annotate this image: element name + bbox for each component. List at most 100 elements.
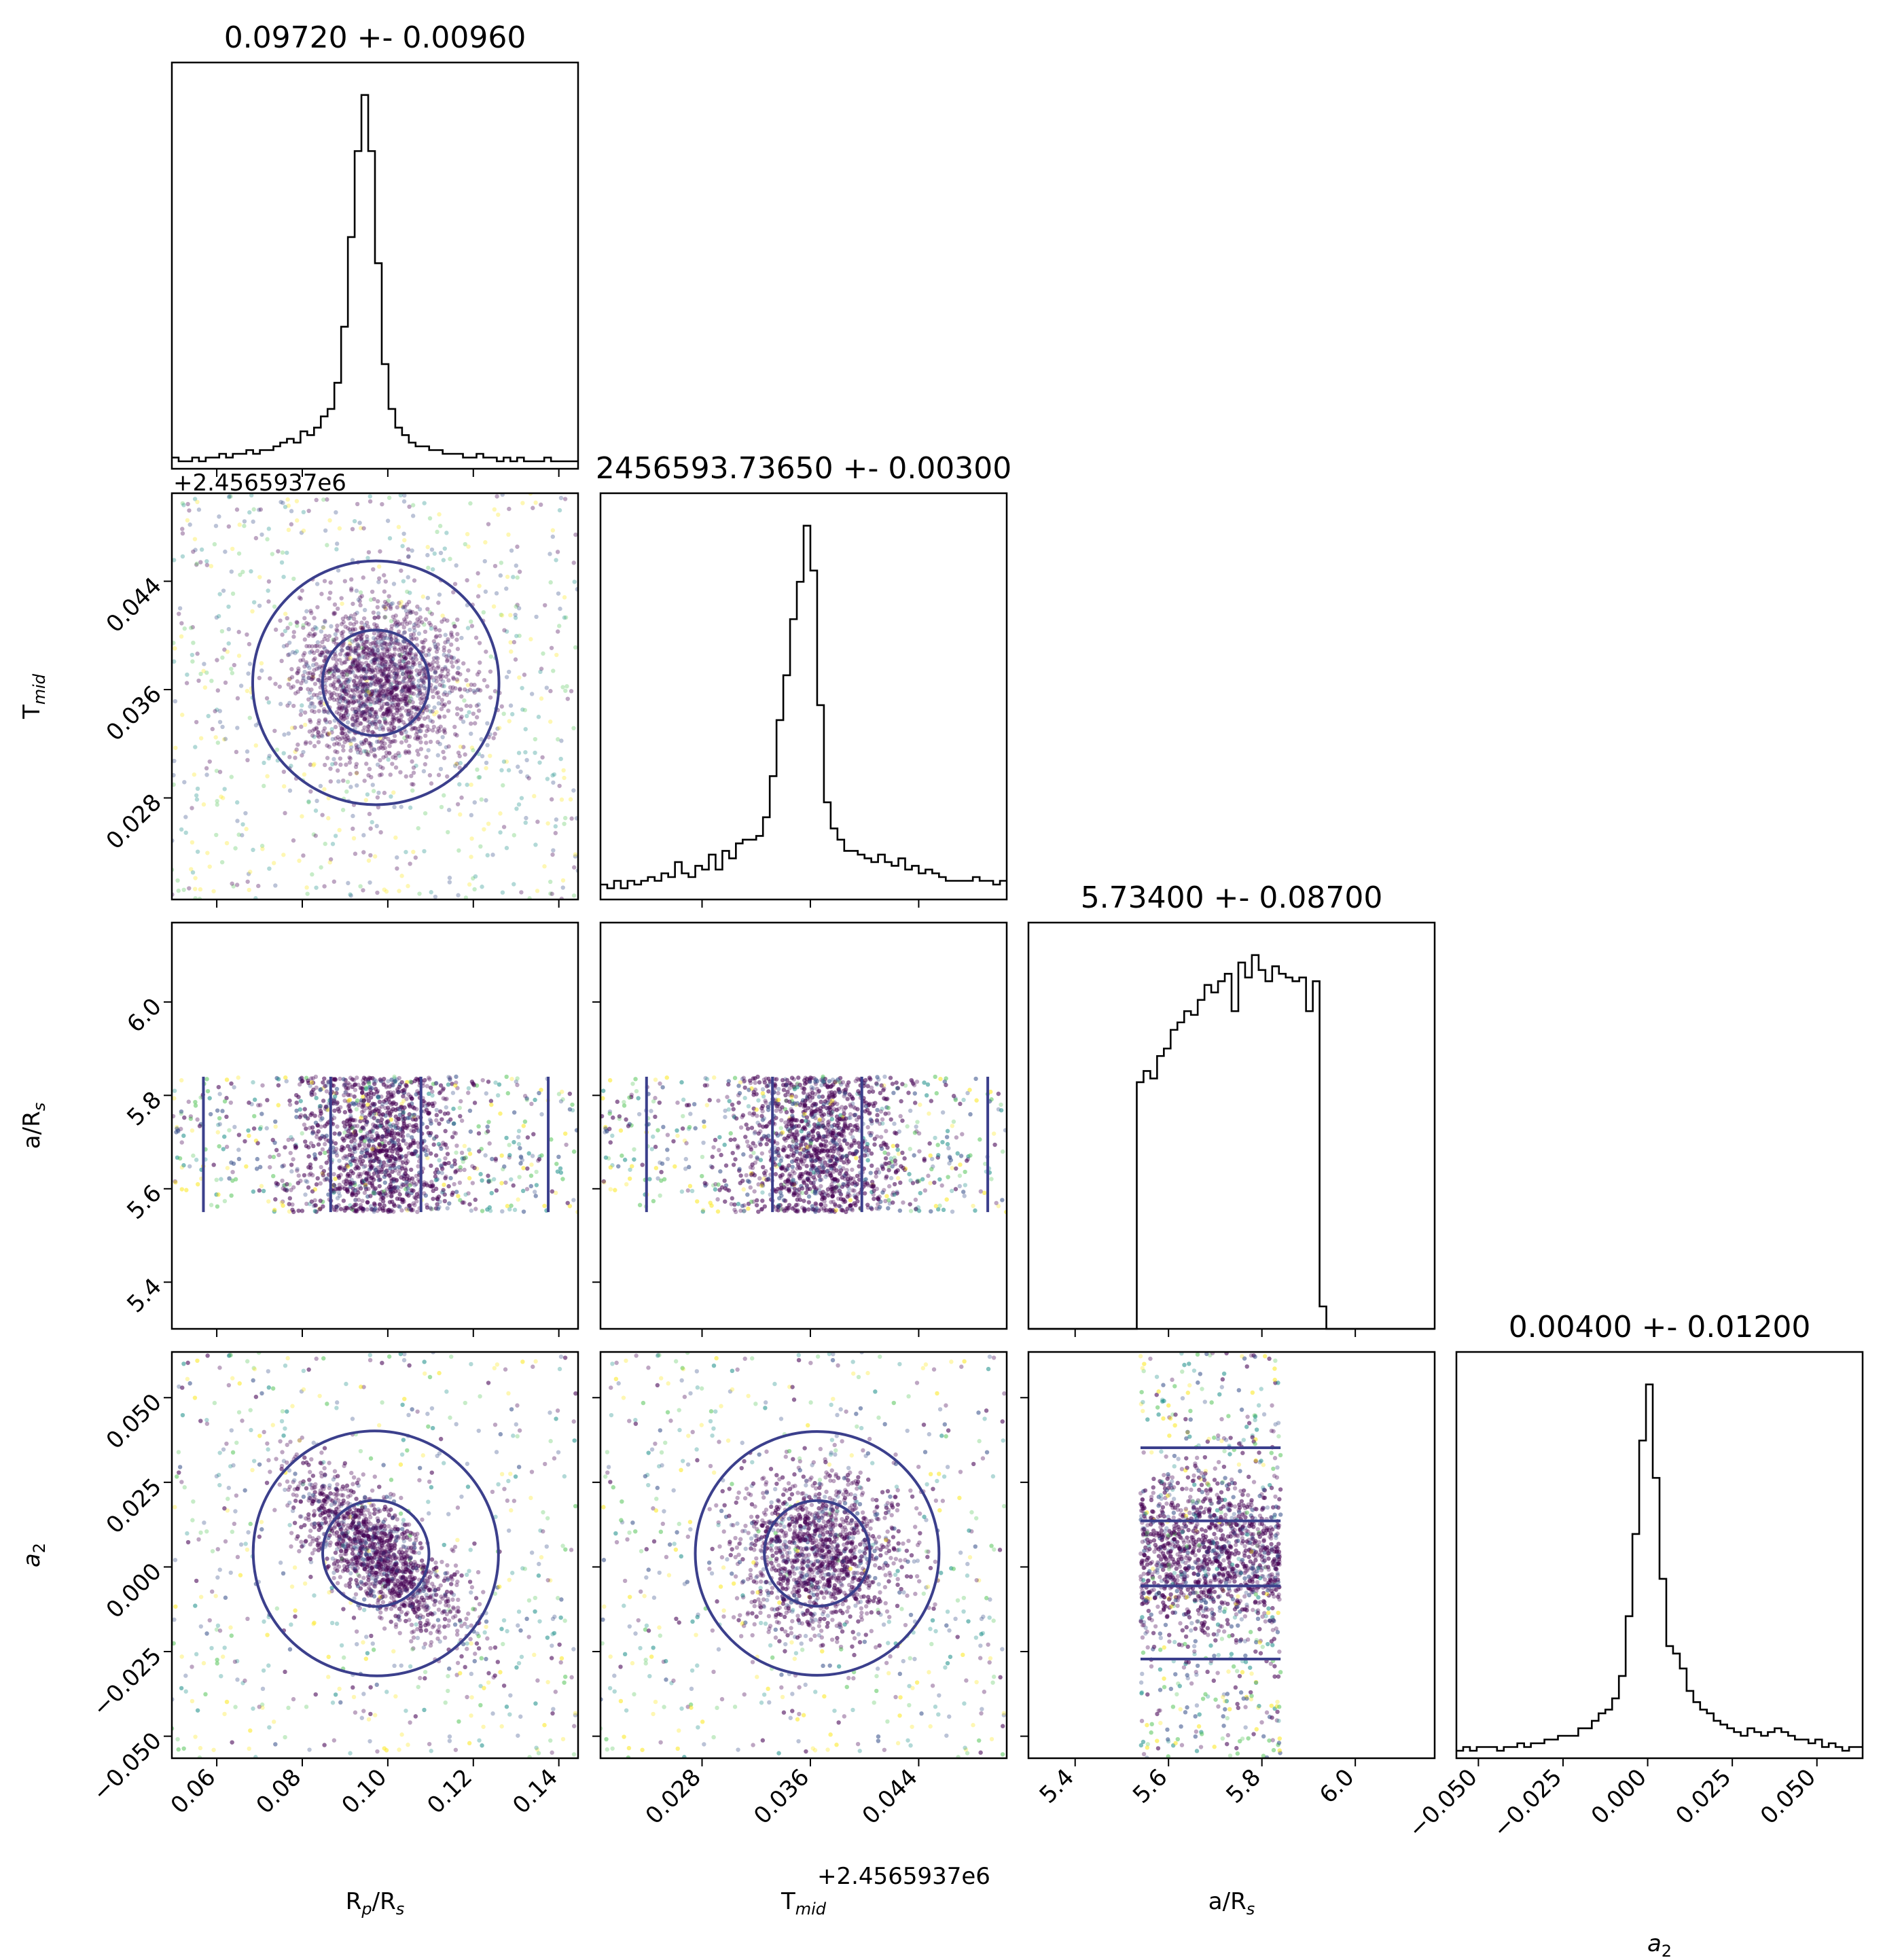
scatter-point [322,1135,327,1139]
scatter-point [187,522,192,527]
scatter-point [310,627,315,632]
scatter-point [351,1208,357,1213]
scatter-point [381,655,387,660]
scatter-point [334,662,339,666]
scatter-point [380,1164,385,1169]
scatter-point [404,1084,409,1088]
scatter-point [365,1194,370,1199]
scatter-point [293,755,298,760]
scatter-point [560,1177,565,1181]
scatter-point [332,1094,338,1099]
scatter-point [416,683,421,688]
scatter-point [298,658,303,663]
scatter-point [360,1125,365,1130]
scatter-point [410,705,414,711]
scatter-point [373,1148,378,1153]
scatter-point [374,1156,379,1161]
scatter-point [348,1162,353,1167]
scatter-point [387,696,392,702]
scatter-point [390,1149,395,1154]
scatter-point [375,1150,380,1156]
scatter-point [359,701,364,706]
scatter-point [257,603,262,608]
scatter-point [393,1114,398,1119]
scatter-point [455,802,461,806]
scatter-point [407,1103,412,1107]
scatter-point [406,554,411,559]
scatter-point [312,1187,317,1192]
scatter-point [283,1145,287,1150]
scatter-point [356,635,361,639]
scatter-point [511,1183,516,1188]
scatter-point [361,649,366,654]
scatter-point [185,672,190,677]
scatter-point [312,727,317,732]
scatter-point [502,1164,507,1169]
scatter-point [367,1159,373,1164]
scatter-point [301,749,306,755]
panel-frame [171,492,579,901]
scatter-point [372,645,377,650]
scatter-point [316,730,321,735]
scatter-point [412,1152,416,1156]
scatter-point [353,1128,358,1134]
scatter-point [360,1135,365,1139]
scatter-point [368,692,374,697]
scatter-point [411,681,416,685]
scatter-point [354,743,359,748]
scatter-point [209,564,214,569]
scatter-point [342,1082,347,1088]
scatter-point [440,1190,444,1195]
scatter-point [401,1090,406,1095]
scatter-point [390,719,395,724]
scatter-point [359,1090,365,1095]
scatter-point [194,563,199,567]
scatter-point [314,1096,319,1101]
scatter-point [440,702,444,707]
scatter-point [431,724,437,730]
scatter-point [412,1112,417,1118]
scatter-point [379,652,384,656]
scatter-point [347,1152,352,1158]
scatter-point [391,686,396,691]
scatter-point [361,711,367,715]
scatter-point [446,808,452,813]
scatter-point [443,1156,448,1161]
scatter-point [360,1086,365,1091]
scatter-point [307,690,312,695]
scatter-point [399,731,404,736]
scatter-point [370,689,374,694]
scatter-point [367,1153,372,1158]
scatter-point [377,1109,382,1113]
scatter-point [512,1110,517,1115]
scatter-point [287,1098,292,1103]
scatter-point [396,1204,401,1209]
scatter-point [206,713,211,719]
scatter-point [555,1169,560,1174]
scatter-point [412,726,417,730]
scatter-point [334,1204,339,1209]
scatter-point [401,1121,406,1126]
scatter-point [381,1125,386,1130]
scatter-point [191,1153,196,1158]
scatter-point [370,720,375,726]
scatter-point [314,1085,319,1090]
scatter-point [358,1086,363,1090]
scatter-point [372,1191,378,1196]
scatter-point [375,635,380,640]
scatter-point [366,858,372,863]
scatter-point [310,1130,315,1136]
scatter-point [351,678,357,683]
scatter-point [321,729,326,734]
scatter-point [384,676,389,681]
scatter-point [384,709,389,714]
scatter-point [446,668,450,673]
scatter-point [342,579,348,584]
scatter-point [274,1181,279,1186]
scatter-point [401,644,406,649]
scatter-point [357,703,363,708]
scatter-point [183,815,188,819]
scatter-point [431,1103,435,1109]
scatter-point [222,647,227,652]
scatter-point [396,1090,401,1094]
